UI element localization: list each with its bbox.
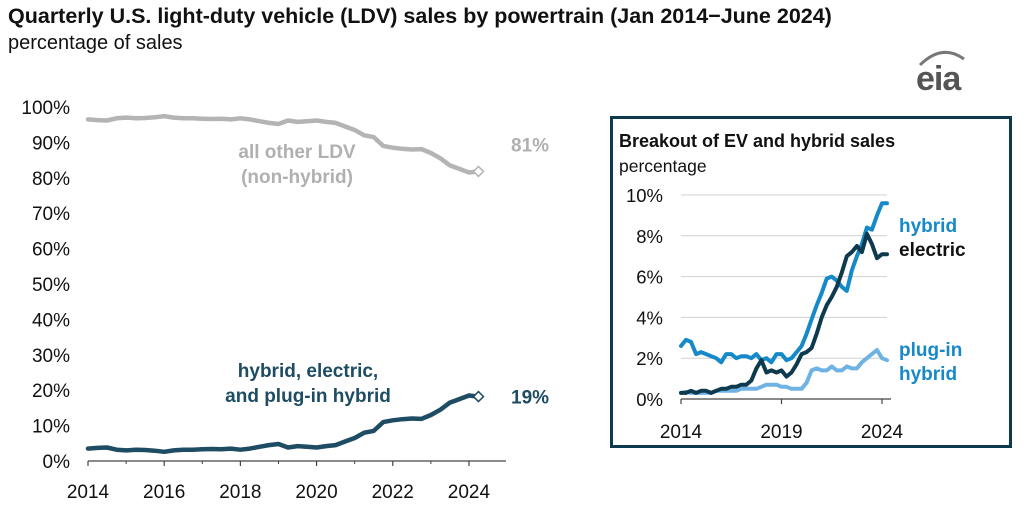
y-tick-label: 50%: [32, 275, 70, 296]
y-tick-label: 8%: [636, 226, 663, 247]
series-label-combined-line2: and plug-in hybrid: [225, 386, 391, 407]
y-tick-label: 80%: [32, 169, 70, 190]
inset-subtitle: percentage: [619, 156, 707, 176]
series-label-plugin-line1: plug-in: [899, 340, 962, 361]
y-tick-label: 10%: [32, 417, 70, 438]
end-value-label: 81%: [511, 135, 549, 156]
y-tick-label: 60%: [32, 240, 70, 261]
y-tick-label: 90%: [32, 133, 70, 154]
inset-title: Breakout of EV and hybrid sales: [619, 131, 896, 151]
series-line-combined: [85, 393, 481, 455]
y-tick-label: 2%: [636, 348, 663, 369]
x-tick-label: 2018: [219, 482, 261, 503]
chart-title: Quarterly U.S. light-duty vehicle (LDV) …: [8, 4, 832, 28]
series-label-combined-line1: hybrid, electric,: [238, 361, 378, 382]
x-tick-label: 2014: [660, 422, 703, 443]
series-label-other-line1: all other LDV: [238, 142, 356, 163]
series-label-hybrid: hybrid: [899, 216, 957, 237]
eia-logo-arc-icon: [918, 50, 965, 67]
series-label-other-line2: (non-hybrid): [241, 167, 353, 188]
end-point-marker: [472, 390, 485, 403]
y-tick-label: 0%: [636, 389, 663, 410]
x-tick-label: 2020: [295, 482, 337, 503]
series-line-hybrid: [679, 201, 889, 365]
x-tick-label: 2024: [448, 482, 491, 503]
y-tick-label: 10%: [626, 185, 663, 206]
series-line-electric: [679, 231, 889, 395]
inset-frame: [610, 116, 1012, 448]
eia-logo: eia: [916, 60, 961, 98]
end-value-label: 19%: [511, 388, 549, 409]
x-tick-label: 2022: [372, 482, 414, 503]
y-tick-label: 40%: [32, 310, 70, 331]
x-tick-label: 2016: [143, 482, 185, 503]
end-point-marker: [472, 165, 485, 178]
y-tick-label: 0%: [43, 452, 71, 473]
x-tick-label: 2014: [67, 482, 110, 503]
x-tick-label: 2019: [760, 422, 802, 443]
y-tick-label: 70%: [32, 204, 70, 225]
series-label-electric: electric: [899, 240, 966, 261]
y-tick-label: 20%: [32, 381, 70, 402]
y-tick-label: 6%: [636, 267, 663, 288]
series-line-other-ldv: [85, 113, 481, 175]
y-tick-label: 100%: [21, 98, 70, 119]
x-tick-label: 2024: [861, 422, 904, 443]
chart-subtitle: percentage of sales: [8, 32, 183, 54]
series-label-plugin-line2: hybrid: [899, 364, 957, 385]
y-tick-label: 30%: [32, 346, 70, 367]
y-tick-label: 4%: [636, 307, 663, 328]
